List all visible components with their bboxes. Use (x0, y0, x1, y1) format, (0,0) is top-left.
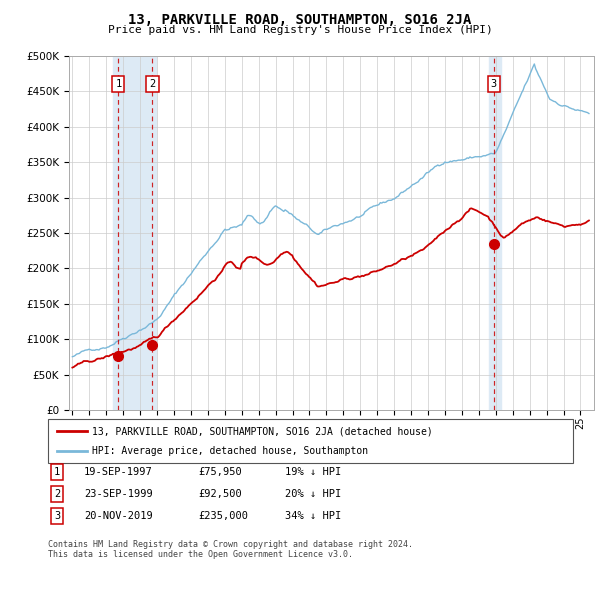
Text: HPI: Average price, detached house, Southampton: HPI: Average price, detached house, Sout… (92, 446, 368, 455)
Text: 20-NOV-2019: 20-NOV-2019 (84, 511, 153, 520)
Bar (489, 56, 500, 410)
Text: 13, PARKVILLE ROAD, SOUTHAMPTON, SO16 2JA: 13, PARKVILLE ROAD, SOUTHAMPTON, SO16 2J… (128, 13, 472, 27)
Text: 13, PARKVILLE ROAD, SOUTHAMPTON, SO16 2JA (detached house): 13, PARKVILLE ROAD, SOUTHAMPTON, SO16 2J… (92, 427, 433, 436)
Text: 3: 3 (54, 511, 60, 520)
Text: 2: 2 (54, 489, 60, 499)
Text: Price paid vs. HM Land Registry's House Price Index (HPI): Price paid vs. HM Land Registry's House … (107, 25, 493, 35)
Text: 1: 1 (54, 467, 60, 477)
Text: £92,500: £92,500 (198, 489, 242, 499)
Text: 34% ↓ HPI: 34% ↓ HPI (285, 511, 341, 520)
Text: 23-SEP-1999: 23-SEP-1999 (84, 489, 153, 499)
Text: 2: 2 (149, 80, 155, 89)
Text: £75,950: £75,950 (198, 467, 242, 477)
Text: 3: 3 (491, 80, 497, 89)
Text: £235,000: £235,000 (198, 511, 248, 520)
Text: Contains HM Land Registry data © Crown copyright and database right 2024.
This d: Contains HM Land Registry data © Crown c… (48, 540, 413, 559)
Text: 19% ↓ HPI: 19% ↓ HPI (285, 467, 341, 477)
Text: 1: 1 (115, 80, 122, 89)
Text: 19-SEP-1997: 19-SEP-1997 (84, 467, 153, 477)
Text: 20% ↓ HPI: 20% ↓ HPI (285, 489, 341, 499)
Bar (113, 56, 156, 410)
